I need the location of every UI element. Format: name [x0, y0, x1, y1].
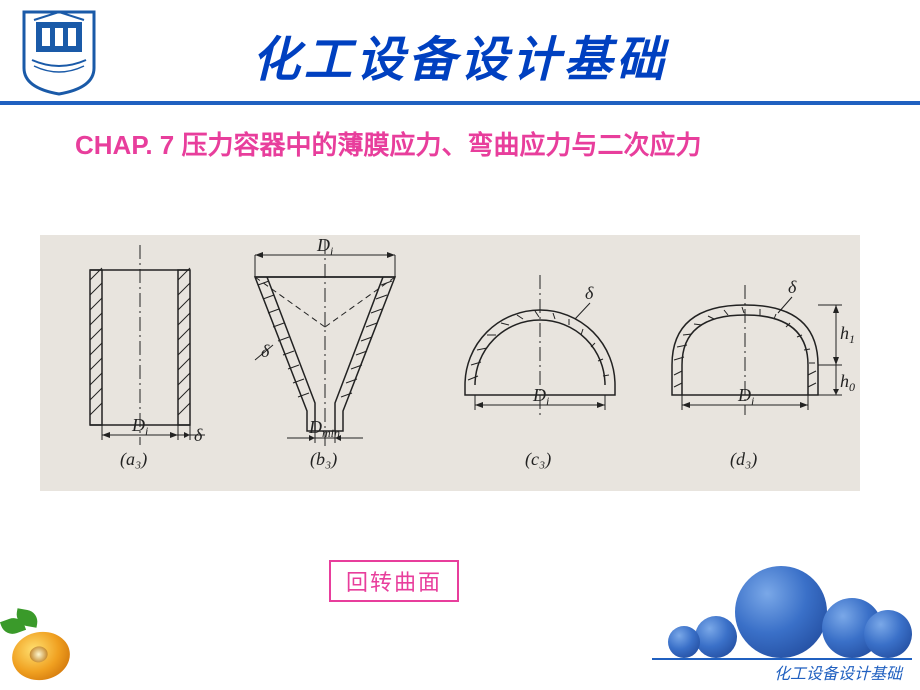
- svg-text:(b₃): (b₃): [310, 449, 337, 470]
- caption-box: 回转曲面: [329, 560, 459, 602]
- svg-text:δ: δ: [788, 277, 797, 297]
- disc-icon: [8, 627, 73, 684]
- slide-header: 化工设备设计基础: [0, 0, 920, 105]
- caption-text: 回转曲面: [346, 565, 442, 597]
- svg-text:h0: h0: [840, 371, 855, 394]
- footer-decoration: 化工设备设计基础: [652, 555, 912, 690]
- panel-b3-cone: Di δ Dmin (b₃: [225, 235, 425, 491]
- svg-text:Di: Di: [316, 235, 333, 258]
- chapter-number: CHAP. 7: [75, 130, 174, 160]
- svg-text:(a₃): (a₃): [120, 449, 147, 470]
- technical-figure: Di δ (a₃) Di: [40, 235, 860, 491]
- chapter-text: 压力容器中的薄膜应力、弯曲应力与二次应力: [181, 130, 701, 160]
- footer-text: 化工设备设计基础: [774, 660, 902, 684]
- svg-text:δ: δ: [194, 425, 203, 445]
- svg-text:δ: δ: [585, 283, 594, 303]
- svg-text:(d₃): (d₃): [730, 449, 757, 470]
- panel-d3-ellipsoid: δ h1 h0 Di (d₃): [650, 235, 855, 491]
- sphere-icon: [735, 566, 827, 658]
- sphere-icon: [864, 610, 912, 658]
- svg-text:h1: h1: [840, 323, 855, 346]
- svg-text:Di: Di: [737, 385, 754, 408]
- corner-decoration: [2, 608, 82, 688]
- sphere-icon: [695, 616, 737, 658]
- svg-text:δ: δ: [261, 341, 270, 361]
- panel-c3-hemisphere: δ Di (c₃): [435, 235, 645, 491]
- svg-text:(c₃): (c₃): [525, 449, 551, 470]
- svg-text:Di: Di: [131, 415, 148, 438]
- svg-text:Di: Di: [532, 385, 549, 408]
- course-title: 化工设备设计基础: [0, 20, 920, 90]
- panel-a3-cylinder: Di δ (a₃): [50, 235, 225, 491]
- chapter-title: CHAP. 7 压力容器中的薄膜应力、弯曲应力与二次应力: [75, 125, 701, 162]
- sphere-icon: [668, 626, 700, 658]
